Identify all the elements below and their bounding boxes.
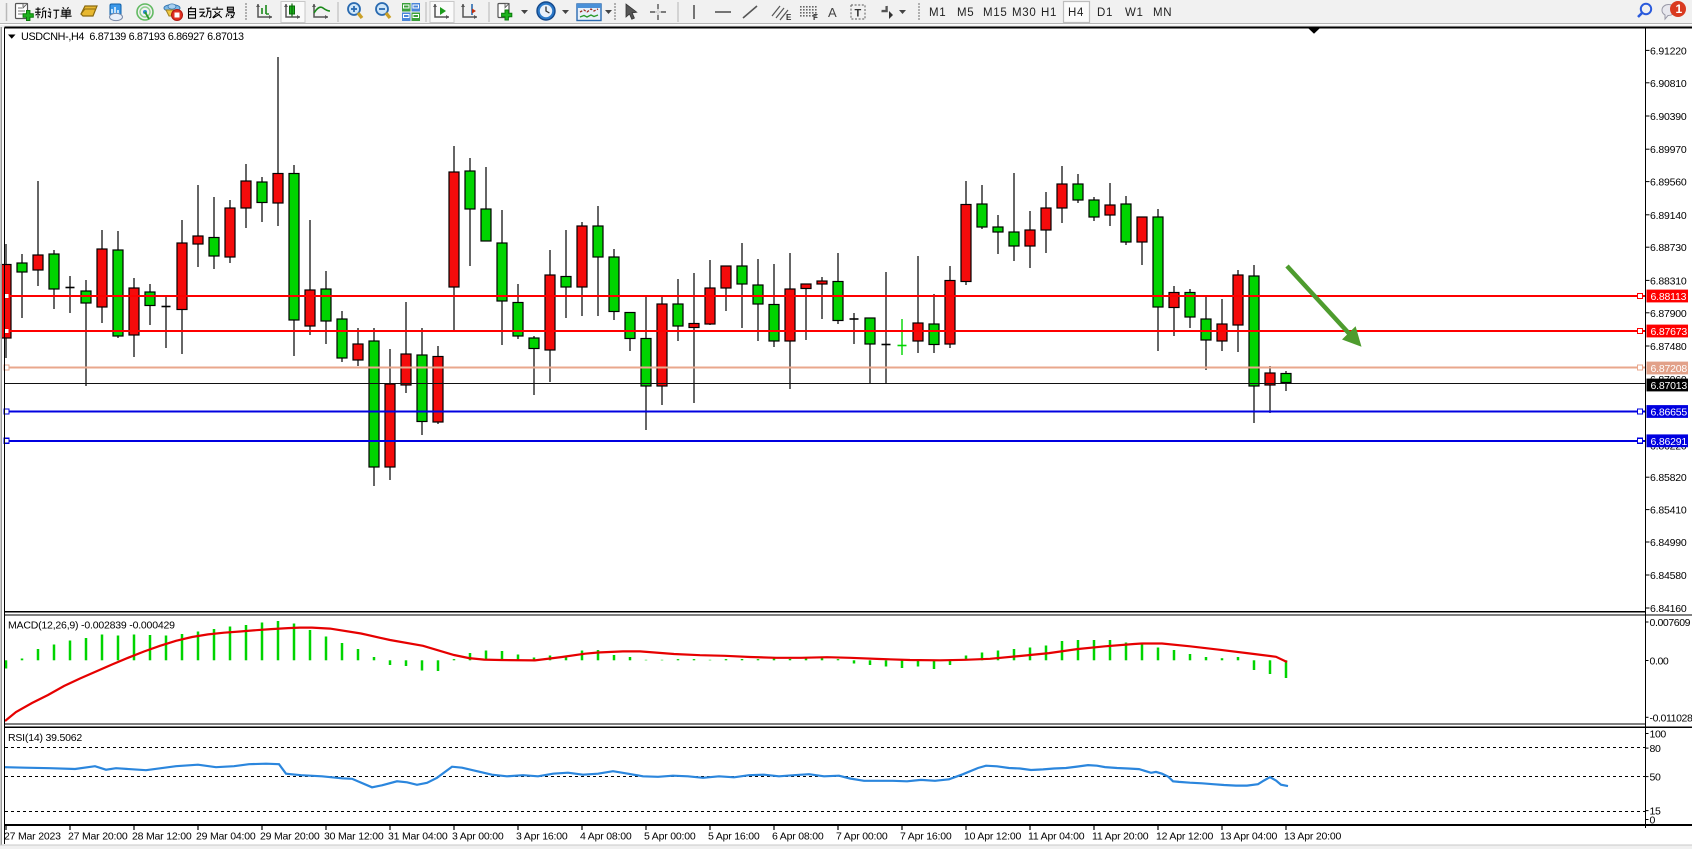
svg-text:6.89970: 6.89970 [1650,144,1687,156]
svg-text:50: 50 [1650,772,1661,784]
svg-text:6.87013: 6.87013 [1651,380,1688,392]
svg-text:6.90390: 6.90390 [1650,111,1687,123]
svg-text:E: E [786,13,792,22]
svg-text:100: 100 [1650,729,1667,741]
svg-text:6.87673: 6.87673 [1651,326,1688,338]
svg-text:6.88730: 6.88730 [1650,242,1687,254]
svg-text:5 Apr 16:00: 5 Apr 16:00 [708,831,760,843]
svg-text:H4: H4 [1068,7,1084,19]
svg-text:T: T [855,8,862,20]
svg-text:6.85410: 6.85410 [1650,505,1687,517]
svg-text:3 Apr 16:00: 3 Apr 16:00 [516,831,568,843]
svg-text:6.91220: 6.91220 [1650,45,1687,57]
svg-text:1: 1 [1676,2,1683,16]
svg-text:3 Apr 00:00: 3 Apr 00:00 [452,831,504,843]
svg-text:6.88113: 6.88113 [1651,291,1687,303]
svg-text:13 Apr 20:00: 13 Apr 20:00 [1284,831,1342,843]
svg-text:6 Apr 08:00: 6 Apr 08:00 [772,831,824,843]
svg-text:M15: M15 [983,7,1007,19]
svg-text:30 Mar 12:00: 30 Mar 12:00 [324,831,384,843]
svg-text:0.00: 0.00 [1650,656,1669,668]
svg-text:7 Apr 00:00: 7 Apr 00:00 [836,831,888,843]
svg-text:RSI(14) 39.5062: RSI(14) 39.5062 [8,732,82,744]
svg-text:M1: M1 [929,7,946,19]
svg-text:27 Mar 20:00: 27 Mar 20:00 [68,831,128,843]
svg-text:28 Mar 12:00: 28 Mar 12:00 [132,831,192,843]
svg-text:15: 15 [1650,806,1661,818]
svg-text:MACD(12,26,9) -0.002839 -0.000: MACD(12,26,9) -0.002839 -0.000429 [8,620,175,632]
svg-text:5 Apr 00:00: 5 Apr 00:00 [644,831,696,843]
svg-text:6.89560: 6.89560 [1650,177,1687,189]
svg-text:6.89140: 6.89140 [1650,210,1687,222]
svg-text:6.84990: 6.84990 [1650,537,1687,549]
svg-text:4 Apr 08:00: 4 Apr 08:00 [580,831,632,843]
svg-text:6.90810: 6.90810 [1650,78,1687,90]
svg-text:6.84580: 6.84580 [1650,570,1687,582]
svg-text:6.87480: 6.87480 [1650,341,1687,353]
svg-text:6.85820: 6.85820 [1650,472,1687,484]
svg-text:-0.011028: -0.011028 [1650,712,1692,724]
svg-text:M30: M30 [1012,7,1036,19]
svg-text:11 Apr 04:00: 11 Apr 04:00 [1028,831,1085,843]
svg-text:7 Apr 16:00: 7 Apr 16:00 [900,831,952,843]
svg-text:29 Mar 20:00: 29 Mar 20:00 [260,831,320,843]
svg-text:0: 0 [1650,815,1656,827]
svg-text:H1: H1 [1041,7,1057,19]
svg-text:80: 80 [1650,743,1661,755]
svg-text:MN: MN [1153,7,1172,19]
svg-text:27 Mar 2023: 27 Mar 2023 [4,831,61,843]
svg-text:6.88310: 6.88310 [1650,275,1687,287]
svg-text:A: A [828,5,837,20]
svg-text:USDCNH-,H4 6.87139 6.87193 6.: USDCNH-,H4 6.87139 6.87193 6.86927 6.870… [21,31,244,43]
svg-text:M5: M5 [957,7,974,19]
svg-text:12 Apr 12:00: 12 Apr 12:00 [1156,831,1214,843]
svg-text:F: F [813,13,818,22]
svg-text:6.84160: 6.84160 [1650,603,1687,615]
svg-text:31 Mar 04:00: 31 Mar 04:00 [388,831,448,843]
svg-text:13 Apr 04:00: 13 Apr 04:00 [1220,831,1278,843]
svg-text:6.86655: 6.86655 [1651,407,1688,419]
svg-text:D1: D1 [1097,7,1113,19]
svg-text:10 Apr 12:00: 10 Apr 12:00 [964,831,1022,843]
svg-text:6.87900: 6.87900 [1650,308,1687,320]
svg-text:6.86291: 6.86291 [1651,436,1688,448]
svg-text:0.007609: 0.007609 [1650,617,1691,629]
svg-text:W1: W1 [1125,7,1144,19]
svg-text:6.87208: 6.87208 [1651,363,1688,375]
svg-text:11 Apr 20:00: 11 Apr 20:00 [1092,831,1149,843]
svg-text:29 Mar 04:00: 29 Mar 04:00 [196,831,256,843]
